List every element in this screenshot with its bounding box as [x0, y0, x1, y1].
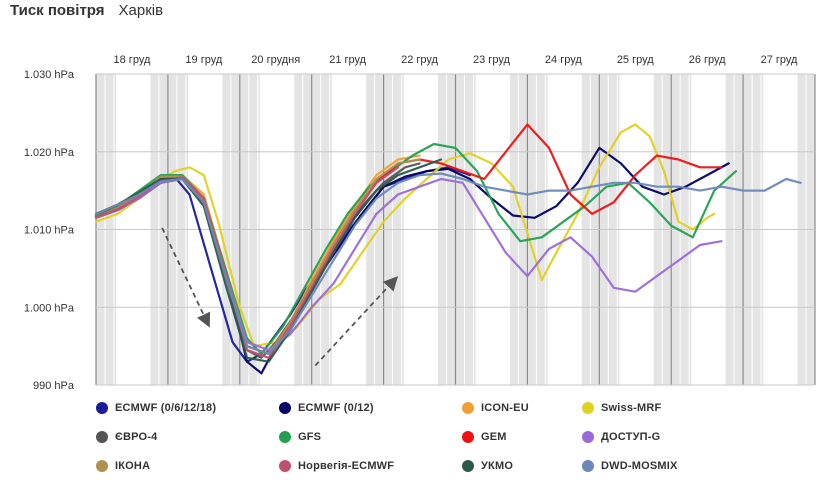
series-line	[94, 158, 443, 363]
legend-label: ICON-EU	[481, 402, 529, 414]
legend-item[interactable]: DWD-MOSMIX	[582, 460, 678, 472]
legend-color-dot	[462, 402, 474, 414]
legend-color-dot	[279, 431, 291, 443]
legend-color-dot	[582, 402, 594, 414]
x-tick-label: 18 груд	[114, 54, 151, 66]
x-tick-label: 24 груд	[545, 54, 582, 66]
y-tick-label: 1.020 hPa	[24, 147, 75, 159]
legend-label: ДОСТУП-G	[601, 431, 661, 443]
y-tick-label: 1.000 hPa	[24, 302, 75, 314]
legend-label: ECMWF (0/6/12/18)	[115, 402, 217, 414]
legend-label: ЄВРО-4	[115, 431, 158, 443]
chart-header: Тиск повітря Харків	[10, 2, 163, 26]
legend-item[interactable]: Норвегія-ECMWF	[279, 460, 394, 472]
city-name: Харків	[118, 2, 164, 19]
legend-color-dot	[462, 431, 474, 443]
y-tick-label: 1.030 hPa	[24, 69, 75, 81]
legend-item[interactable]: GFS	[279, 431, 321, 443]
legend-item[interactable]: ECMWF (0/6/12/18)	[96, 402, 216, 414]
pressure-chart: 990 hPa 1.000 hPa 1.010 hPa 1.020 hPa 1.030 …	[24, 54, 816, 392]
legend-color-dot	[279, 460, 291, 472]
legend-color-dot	[279, 402, 291, 414]
x-tick-label: 22 груд	[401, 54, 438, 66]
legend-item[interactable]: ЄВРО-4	[96, 431, 158, 443]
legend-color-dot	[462, 460, 474, 472]
legend-label: GFS	[298, 431, 322, 443]
legend-label: GEM	[481, 431, 507, 443]
legend-label: ІКОНА	[115, 460, 151, 472]
x-tick-label: 20 грудня	[251, 54, 300, 66]
legend-label: УКМО	[481, 460, 514, 472]
x-tick-label: 26 груд	[689, 54, 726, 66]
legend-item[interactable]: ІКОНА	[96, 460, 150, 472]
up-trend-arrow	[314, 276, 399, 367]
legend-label: Норвегія-ECMWF	[298, 460, 395, 472]
series-line	[94, 123, 716, 348]
legend-item[interactable]: УКМО	[462, 460, 513, 472]
x-tick-label: 25 груд	[617, 54, 654, 66]
x-tick-label: 19 груд	[185, 54, 222, 66]
legend-item[interactable]: ICON-EU	[462, 402, 529, 414]
legend-color-dot	[96, 460, 108, 472]
legend-item[interactable]: ECMWF (0/12)	[279, 402, 374, 414]
y-tick-label: 990 hPa	[33, 380, 75, 392]
x-tick-label: 27 груд	[761, 54, 798, 66]
chart-title: Тиск повітря	[10, 2, 105, 19]
legend-label: Swiss-MRF	[601, 402, 662, 414]
legend-item[interactable]: Swiss-MRF	[582, 402, 661, 414]
legend-color-dot	[582, 431, 594, 443]
series-line	[94, 172, 802, 355]
legend-item[interactable]: GEM	[462, 431, 507, 443]
legend-label: ECMWF (0/12)	[298, 402, 374, 414]
y-tick-label: 1.010 hPa	[24, 225, 75, 237]
legend-color-dot	[96, 431, 108, 443]
legend-color-dot	[582, 460, 594, 472]
series-line	[94, 177, 723, 352]
legend-item[interactable]: ДОСТУП-G	[582, 431, 660, 443]
x-tick-label: 23 груд	[473, 54, 510, 66]
legend-label: DWD-MOSMIX	[601, 460, 678, 472]
x-tick-label: 21 груд	[329, 54, 366, 66]
legend-color-dot	[96, 402, 108, 414]
